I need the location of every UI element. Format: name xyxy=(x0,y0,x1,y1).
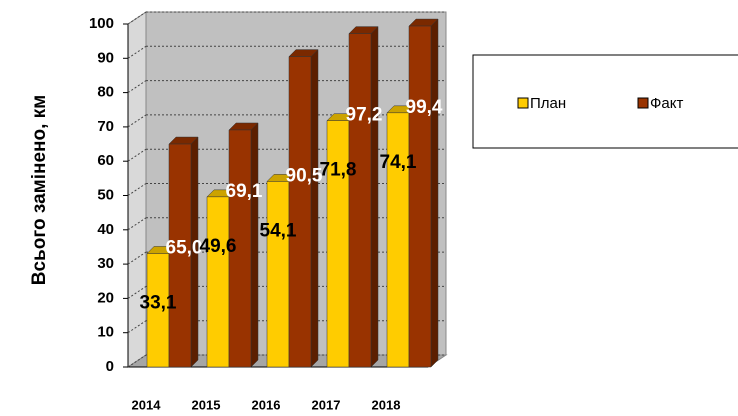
left-wall xyxy=(127,11,147,368)
bar xyxy=(228,122,259,368)
bar-face xyxy=(326,120,350,368)
y-tick-label: 20 xyxy=(97,289,114,306)
legend-label: Факт xyxy=(650,95,683,112)
bar-face xyxy=(370,26,379,368)
bar-face xyxy=(228,129,252,368)
bar-face xyxy=(348,33,372,368)
y-tick-label: 60 xyxy=(97,152,114,169)
bar xyxy=(348,26,379,368)
y-tick-label: 70 xyxy=(97,118,114,135)
bar-face xyxy=(250,122,259,368)
value-label: 65,0 xyxy=(166,237,203,258)
value-label: 99,4 xyxy=(406,97,443,118)
y-tick-label: 40 xyxy=(97,221,114,238)
value-label: 97,2 xyxy=(346,105,383,126)
y-tick-label: 0 xyxy=(106,358,114,375)
bar-face xyxy=(430,18,439,368)
bar xyxy=(408,18,439,368)
bar-face xyxy=(266,181,290,368)
bar-face xyxy=(168,143,192,368)
y-tick-label: 80 xyxy=(97,84,114,101)
x-tick-label: 2016 xyxy=(252,397,281,412)
x-tick-label: 2018 xyxy=(372,397,401,412)
y-tick-label: 10 xyxy=(97,324,114,341)
value-label: 74,1 xyxy=(380,152,417,173)
x-tick-label: 2014 xyxy=(132,397,162,412)
value-label: 69,1 xyxy=(226,181,263,202)
x-tick-label: 2015 xyxy=(192,397,221,412)
bar-face xyxy=(288,56,312,368)
value-label: 49,6 xyxy=(200,236,237,257)
bar-face xyxy=(206,196,230,368)
value-label: 71,8 xyxy=(320,160,357,181)
y-tick-label: 90 xyxy=(97,49,114,66)
legend-swatch xyxy=(517,97,529,109)
y-tick-label: 50 xyxy=(97,186,114,203)
value-label: 90,5 xyxy=(286,165,323,186)
legend-label: План xyxy=(530,95,566,112)
value-label: 54,1 xyxy=(260,220,297,241)
x-tick-label: 2017 xyxy=(312,397,341,412)
y-axis-title: Всього замінено, км xyxy=(29,95,50,285)
bar-face xyxy=(408,25,432,368)
y-tick-label: 30 xyxy=(97,255,114,272)
bar-face xyxy=(310,48,319,368)
bar xyxy=(288,48,319,368)
legend-box xyxy=(472,54,738,149)
y-tick-label: 100 xyxy=(89,15,114,32)
value-label: 33,1 xyxy=(140,292,177,313)
legend-swatch xyxy=(637,97,649,109)
bar xyxy=(168,136,199,368)
